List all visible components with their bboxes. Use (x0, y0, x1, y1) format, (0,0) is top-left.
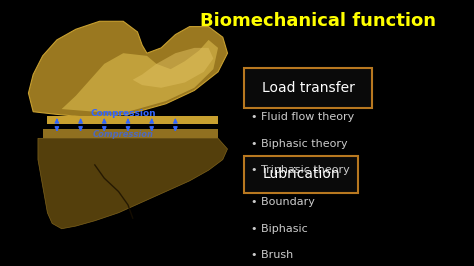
Polygon shape (43, 129, 218, 138)
FancyBboxPatch shape (244, 68, 372, 108)
FancyBboxPatch shape (244, 156, 358, 193)
Polygon shape (28, 21, 228, 117)
Text: • Brush: • Brush (251, 250, 293, 260)
Text: Biomechanical function: Biomechanical function (200, 12, 436, 30)
Polygon shape (47, 116, 218, 124)
Text: Load transfer: Load transfer (262, 81, 355, 95)
Text: • Fluid flow theory: • Fluid flow theory (251, 112, 355, 122)
Text: Lubrication: Lubrication (262, 167, 340, 181)
Text: Compression: Compression (93, 130, 154, 139)
Polygon shape (38, 138, 228, 229)
Text: Compression: Compression (91, 109, 156, 118)
Text: • Biphasic theory: • Biphasic theory (251, 139, 348, 149)
Polygon shape (62, 40, 218, 112)
Text: • Triphasic theory: • Triphasic theory (251, 165, 350, 175)
Polygon shape (133, 48, 213, 88)
Text: • Boundary: • Boundary (251, 197, 315, 207)
Text: • Biphasic: • Biphasic (251, 224, 308, 234)
